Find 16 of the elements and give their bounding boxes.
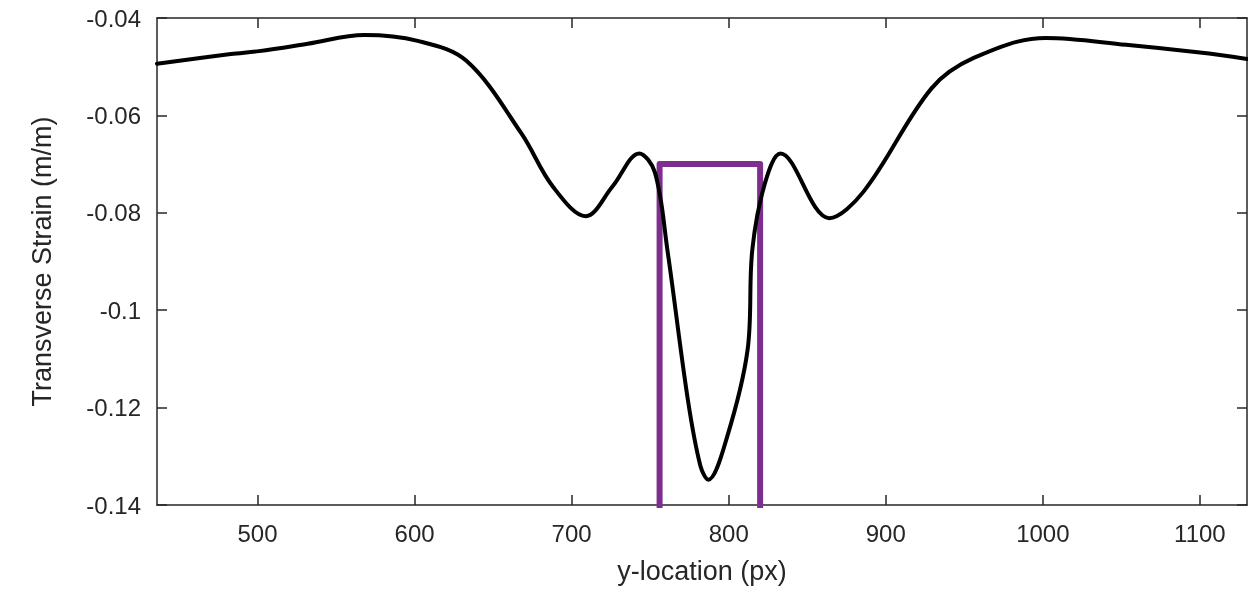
x-tick-label: 900: [865, 519, 906, 547]
y-tick-label: -0.12: [86, 394, 141, 422]
line-series: [155, 33, 1248, 482]
x-tick-label: 1000: [1016, 519, 1070, 547]
y-tick-label: -0.08: [86, 199, 141, 227]
x-tick-label: 700: [551, 519, 592, 547]
x-axis-title: y-location (px): [617, 555, 787, 586]
x-tick-label: 1100: [1174, 519, 1226, 547]
x-tick-label: 500: [237, 519, 278, 547]
x-tick-label: 600: [394, 519, 435, 547]
y-axis-title: Transverse Strain (m/m): [26, 116, 57, 407]
y-tick-label: -0.06: [86, 101, 141, 129]
y-tick-label: -0.14: [86, 491, 141, 519]
y-tick-label: -0.1: [99, 296, 141, 324]
x-tick-label: 800: [708, 519, 749, 547]
y-tick-label: -0.04: [86, 4, 141, 32]
